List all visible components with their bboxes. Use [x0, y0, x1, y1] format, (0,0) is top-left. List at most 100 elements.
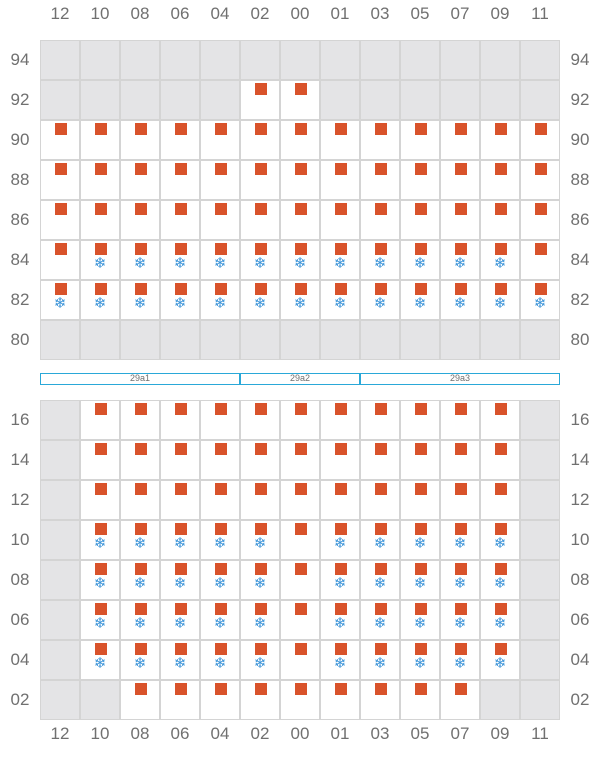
- booth-cell[interactable]: ❄: [320, 560, 360, 600]
- booth-cell[interactable]: ❄: [120, 640, 160, 680]
- booth-cell[interactable]: [360, 440, 400, 480]
- booth-cell[interactable]: [480, 400, 520, 440]
- booth-cell[interactable]: ❄: [200, 280, 240, 320]
- booth-cell[interactable]: [520, 160, 560, 200]
- booth-cell[interactable]: ❄: [160, 280, 200, 320]
- booth-cell[interactable]: ❄: [240, 280, 280, 320]
- booth-cell[interactable]: [280, 600, 320, 640]
- booth-cell[interactable]: [440, 200, 480, 240]
- booth-cell[interactable]: [440, 440, 480, 480]
- booth-cell[interactable]: [240, 440, 280, 480]
- booth-cell[interactable]: [400, 480, 440, 520]
- booth-cell[interactable]: [80, 400, 120, 440]
- booth-cell[interactable]: ❄: [280, 280, 320, 320]
- booth-cell[interactable]: ❄: [320, 280, 360, 320]
- booth-cell[interactable]: ❄: [240, 640, 280, 680]
- booth-cell[interactable]: ❄: [480, 600, 520, 640]
- booth-cell[interactable]: [480, 160, 520, 200]
- booth-cell[interactable]: ❄: [80, 240, 120, 280]
- booth-cell[interactable]: [280, 480, 320, 520]
- booth-cell[interactable]: ❄: [240, 600, 280, 640]
- booth-cell[interactable]: [480, 440, 520, 480]
- booth-cell[interactable]: ❄: [480, 520, 520, 560]
- booth-cell[interactable]: [320, 160, 360, 200]
- booth-cell[interactable]: [120, 480, 160, 520]
- booth-cell[interactable]: [520, 200, 560, 240]
- booth-cell[interactable]: ❄: [40, 280, 80, 320]
- booth-cell[interactable]: ❄: [240, 520, 280, 560]
- booth-cell[interactable]: ❄: [400, 640, 440, 680]
- booth-cell[interactable]: [280, 80, 320, 120]
- booth-cell[interactable]: [240, 400, 280, 440]
- booth-cell[interactable]: [200, 480, 240, 520]
- booth-cell[interactable]: ❄: [360, 280, 400, 320]
- booth-cell[interactable]: [160, 200, 200, 240]
- booth-cell[interactable]: [320, 440, 360, 480]
- booth-cell[interactable]: ❄: [440, 600, 480, 640]
- booth-cell[interactable]: [80, 160, 120, 200]
- booth-cell[interactable]: [440, 160, 480, 200]
- booth-cell[interactable]: [40, 200, 80, 240]
- booth-cell[interactable]: [360, 200, 400, 240]
- booth-cell[interactable]: [200, 440, 240, 480]
- booth-cell[interactable]: ❄: [360, 640, 400, 680]
- booth-cell[interactable]: [320, 480, 360, 520]
- booth-cell[interactable]: [280, 520, 320, 560]
- booth-cell[interactable]: [160, 160, 200, 200]
- booth-cell[interactable]: [360, 680, 400, 720]
- booth-cell[interactable]: ❄: [360, 520, 400, 560]
- booth-cell[interactable]: [360, 120, 400, 160]
- booth-cell[interactable]: ❄: [400, 240, 440, 280]
- booth-cell[interactable]: ❄: [80, 640, 120, 680]
- booth-cell[interactable]: [400, 440, 440, 480]
- booth-cell[interactable]: ❄: [360, 600, 400, 640]
- booth-cell[interactable]: ❄: [120, 560, 160, 600]
- booth-cell[interactable]: [360, 480, 400, 520]
- booth-cell[interactable]: [120, 200, 160, 240]
- booth-cell[interactable]: ❄: [160, 520, 200, 560]
- booth-cell[interactable]: [200, 400, 240, 440]
- booth-cell[interactable]: ❄: [160, 600, 200, 640]
- booth-cell[interactable]: ❄: [200, 560, 240, 600]
- booth-cell[interactable]: ❄: [200, 240, 240, 280]
- booth-cell[interactable]: [240, 160, 280, 200]
- booth-cell[interactable]: ❄: [240, 560, 280, 600]
- booth-cell[interactable]: [480, 120, 520, 160]
- booth-cell[interactable]: [400, 160, 440, 200]
- booth-cell[interactable]: [280, 120, 320, 160]
- booth-cell[interactable]: [400, 400, 440, 440]
- booth-cell[interactable]: [200, 200, 240, 240]
- booth-cell[interactable]: [320, 120, 360, 160]
- booth-cell[interactable]: ❄: [440, 280, 480, 320]
- booth-cell[interactable]: [280, 560, 320, 600]
- booth-cell[interactable]: [360, 400, 400, 440]
- booth-cell[interactable]: [120, 680, 160, 720]
- booth-cell[interactable]: ❄: [120, 240, 160, 280]
- booth-cell[interactable]: [240, 120, 280, 160]
- booth-cell[interactable]: ❄: [320, 600, 360, 640]
- booth-cell[interactable]: [240, 80, 280, 120]
- booth-cell[interactable]: ❄: [200, 640, 240, 680]
- booth-cell[interactable]: [400, 680, 440, 720]
- booth-cell[interactable]: [440, 480, 480, 520]
- booth-cell[interactable]: [320, 680, 360, 720]
- booth-cell[interactable]: [160, 400, 200, 440]
- booth-cell[interactable]: ❄: [440, 560, 480, 600]
- booth-cell[interactable]: [200, 160, 240, 200]
- booth-cell[interactable]: [160, 440, 200, 480]
- booth-cell[interactable]: [280, 200, 320, 240]
- booth-cell[interactable]: [80, 200, 120, 240]
- booth-cell[interactable]: ❄: [320, 520, 360, 560]
- booth-cell[interactable]: ❄: [200, 520, 240, 560]
- booth-cell[interactable]: [480, 200, 520, 240]
- booth-cell[interactable]: [440, 680, 480, 720]
- booth-cell[interactable]: ❄: [400, 280, 440, 320]
- booth-cell[interactable]: [280, 400, 320, 440]
- booth-cell[interactable]: [280, 640, 320, 680]
- booth-cell[interactable]: [400, 120, 440, 160]
- booth-cell[interactable]: ❄: [160, 240, 200, 280]
- booth-cell[interactable]: [120, 120, 160, 160]
- booth-cell[interactable]: [520, 120, 560, 160]
- booth-cell[interactable]: ❄: [80, 600, 120, 640]
- booth-cell[interactable]: ❄: [160, 640, 200, 680]
